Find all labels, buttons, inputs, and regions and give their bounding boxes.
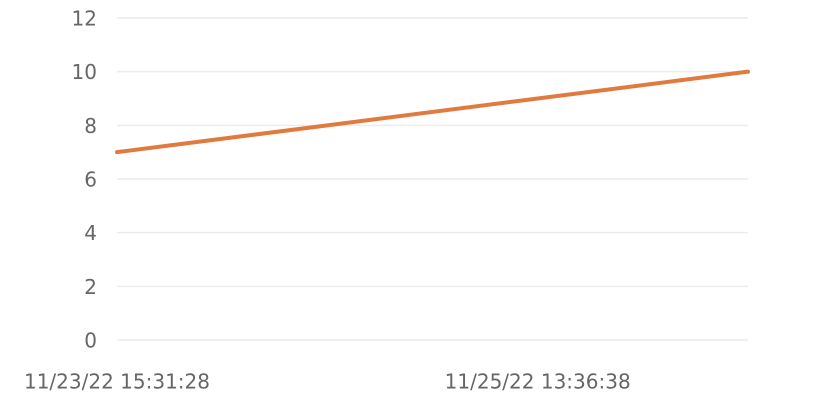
y-tick-label: 12 xyxy=(72,7,97,31)
y-tick-label: 8 xyxy=(84,114,97,138)
x-tick-label: 11/23/22 15:31:28 xyxy=(24,370,210,394)
y-tick-label: 0 xyxy=(84,329,97,353)
y-tick-label: 2 xyxy=(84,275,97,299)
y-tick-label: 6 xyxy=(84,168,97,192)
x-tick-label: 11/25/22 13:36:38 xyxy=(445,370,631,394)
y-tick-label: 4 xyxy=(84,221,97,245)
series-line xyxy=(115,69,750,155)
y-tick-label: 10 xyxy=(72,60,97,84)
